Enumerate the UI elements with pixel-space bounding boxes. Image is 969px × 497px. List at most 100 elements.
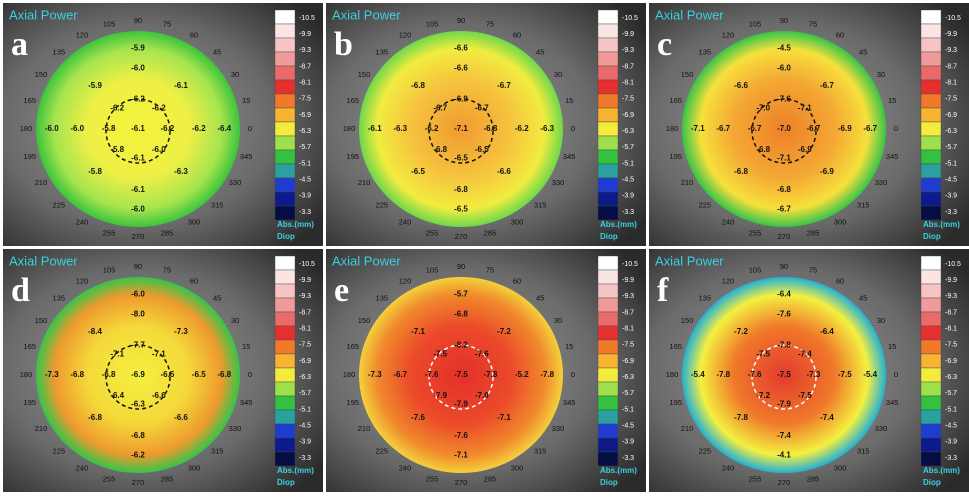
angle-label: 0 — [571, 124, 575, 133]
power-value: -6.2 — [110, 103, 124, 112]
scale-label: -3.3 — [622, 209, 634, 216]
scale-label: -10.5 — [622, 261, 638, 268]
scale-swatch — [597, 325, 619, 341]
pupil-outline — [428, 98, 494, 164]
panel-letter: c — [657, 26, 672, 63]
angle-label: 240 — [76, 464, 89, 473]
angle-label: 195 — [347, 398, 360, 407]
power-value: -7.8 — [540, 370, 554, 379]
angle-label: 45 — [859, 294, 867, 303]
panel: 0 15 30 45 60 75 90 105 120 135 150 165 180 195 210 225… — [3, 249, 323, 492]
diop-label: Diop — [600, 478, 618, 487]
angle-label: 180 — [343, 370, 356, 379]
scale-swatch — [274, 65, 296, 81]
power-value: -7.2 — [734, 327, 748, 336]
scale-swatch — [920, 409, 942, 425]
scale-swatch — [274, 93, 296, 109]
power-value: -7.5 — [838, 370, 852, 379]
scale-swatch — [274, 451, 296, 467]
scale-swatch — [920, 65, 942, 81]
angle-label: 180 — [666, 370, 679, 379]
diop-label: Diop — [600, 232, 618, 241]
power-value: -8.0 — [131, 309, 145, 318]
scale-label: -4.5 — [299, 422, 311, 429]
scale-swatch — [274, 367, 296, 383]
topography-map — [36, 31, 240, 227]
power-value: -6.8 — [217, 370, 231, 379]
power-value: -6.1 — [131, 124, 145, 133]
scale-swatch — [920, 51, 942, 67]
scale-swatch — [597, 451, 619, 467]
pupil-outline — [751, 98, 817, 164]
angle-label: 270 — [778, 232, 791, 241]
angle-label: 330 — [552, 424, 565, 433]
power-value: -6.6 — [152, 391, 166, 400]
scale-swatch — [274, 205, 296, 221]
angle-label: 300 — [188, 218, 201, 227]
power-value: -6.4 — [820, 327, 834, 336]
angle-label: 240 — [399, 464, 412, 473]
scale-label: -10.5 — [945, 261, 961, 268]
angle-label: 300 — [834, 218, 847, 227]
scale-label: -8.7 — [945, 309, 957, 316]
angle-label: 120 — [722, 30, 735, 39]
power-value: -7.8 — [777, 341, 791, 350]
power-value: -6.6 — [497, 167, 511, 176]
angle-label: 225 — [376, 200, 389, 209]
scale-label: -7.5 — [945, 96, 957, 103]
angle-label: 15 — [565, 342, 573, 351]
power-value: -5.8 — [102, 124, 116, 133]
scale-label: -6.3 — [945, 374, 957, 381]
power-value: -6.4 — [777, 290, 791, 299]
scale-swatch — [274, 437, 296, 453]
scale-label: -5.7 — [622, 390, 634, 397]
scale-swatch — [274, 149, 296, 165]
power-value: -6.8 — [777, 185, 791, 194]
scale-swatch — [920, 93, 942, 109]
power-value: -6.1 — [131, 154, 145, 163]
power-value: -7.1 — [798, 103, 812, 112]
scale-swatch — [274, 37, 296, 53]
power-value: -6.3 — [174, 167, 188, 176]
scale-label: -4.5 — [622, 176, 634, 183]
scale-swatch — [274, 191, 296, 207]
power-value: -6.2 — [515, 124, 529, 133]
angle-label: 210 — [681, 424, 694, 433]
power-value: -7.1 — [454, 124, 468, 133]
scale-swatch — [274, 311, 296, 327]
scale-swatch — [274, 353, 296, 369]
power-value: -7.1 — [152, 349, 166, 358]
angle-label: 150 — [358, 316, 371, 325]
angle-label: 255 — [103, 228, 116, 237]
pupil-outline — [751, 344, 817, 410]
angle-label: 150 — [358, 70, 371, 79]
scale-swatch — [597, 121, 619, 137]
scale-label: -3.9 — [945, 193, 957, 200]
scale-label: -9.9 — [622, 31, 634, 38]
power-value: -7.3 — [807, 370, 821, 379]
panel-title: Axial Power — [655, 7, 724, 22]
angle-label: 255 — [103, 474, 116, 483]
scale-swatch — [274, 423, 296, 439]
power-value: -6.0 — [131, 204, 145, 213]
scale-label: -5.1 — [299, 160, 311, 167]
angle-label: 345 — [886, 398, 899, 407]
power-value: -6.9 — [798, 145, 812, 154]
power-value: -6.3 — [393, 124, 407, 133]
power-value: -7.5 — [777, 370, 791, 379]
scale-swatch — [274, 51, 296, 67]
scale-swatch — [920, 121, 942, 137]
angle-label: 30 — [231, 70, 239, 79]
power-value: -5.2 — [515, 370, 529, 379]
angle-label: 165 — [347, 342, 360, 351]
scale-label: -5.1 — [622, 406, 634, 413]
angle-label: 270 — [132, 478, 145, 487]
scale-swatch — [597, 37, 619, 53]
scale-swatch — [597, 9, 619, 25]
angle-label: 240 — [722, 218, 735, 227]
angle-label: 270 — [455, 478, 468, 487]
scale-swatch — [920, 135, 942, 151]
angle-label: 300 — [188, 464, 201, 473]
angle-label: 90 — [457, 16, 465, 25]
angle-label: 285 — [807, 474, 820, 483]
